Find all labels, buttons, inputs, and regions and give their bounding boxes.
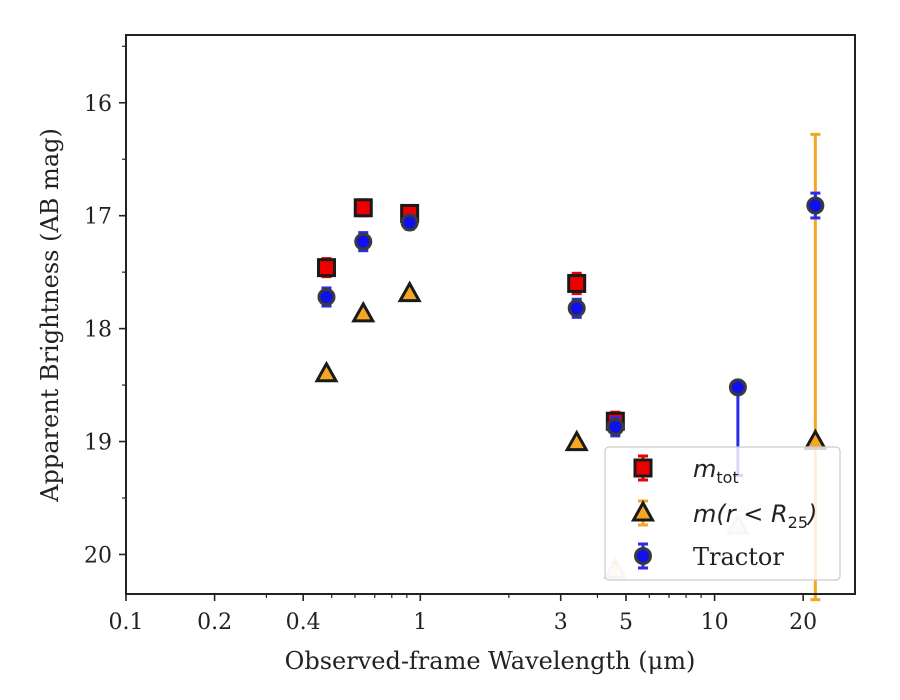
x-tick-label: 3 [554, 610, 568, 635]
y-tick-label: 18 [84, 318, 112, 343]
data-point-circle [400, 213, 419, 232]
data-point-triangle [314, 360, 339, 383]
x-tick-label: 1 [413, 610, 427, 635]
legend-label: Tractor [693, 543, 784, 571]
x-tick-label: 20 [789, 610, 817, 635]
x-axis-title: Observed-frame Wavelength (μm) [285, 647, 696, 675]
legend-marker-square [633, 458, 653, 478]
y-tick-label: 17 [84, 205, 112, 230]
series-circle [317, 191, 825, 477]
data-point-triangle [803, 428, 828, 451]
data-point-triangle [564, 429, 589, 452]
data-point-circle [806, 196, 825, 215]
data-point-circle [728, 378, 747, 397]
data-point-circle [606, 417, 625, 436]
y-tick-label: 19 [84, 431, 112, 456]
data-point-square [353, 198, 373, 218]
data-point-square [567, 273, 587, 293]
x-tick-label: 0.4 [286, 610, 321, 635]
data-point-triangle [397, 280, 422, 303]
data-point-circle [567, 299, 586, 318]
legend-label: mtot [693, 455, 739, 487]
x-tick-label: 0.2 [197, 610, 232, 635]
data-point-circle [317, 287, 336, 306]
y-tick-label: 16 [84, 92, 112, 117]
legend-marker-circle [634, 547, 652, 565]
legend-box [604, 446, 841, 581]
y-axis-title: Apparent Brightness (AB mag) [36, 128, 64, 503]
data-point-square [316, 258, 336, 278]
x-tick-label: 10 [701, 610, 729, 635]
legend-marker-triangle [630, 499, 656, 522]
plot-frame [125, 34, 856, 595]
axis-ticks: 0.1 0.2 0.4 1 3 5 10 20 16 17 18 19 20 [84, 45, 817, 635]
x-tick-label: 0.1 [109, 610, 144, 635]
x-tick-label: 5 [619, 610, 633, 635]
y-tick-label: 20 [84, 543, 112, 568]
data-point-triangle [351, 300, 376, 323]
data-point-circle [354, 232, 373, 251]
